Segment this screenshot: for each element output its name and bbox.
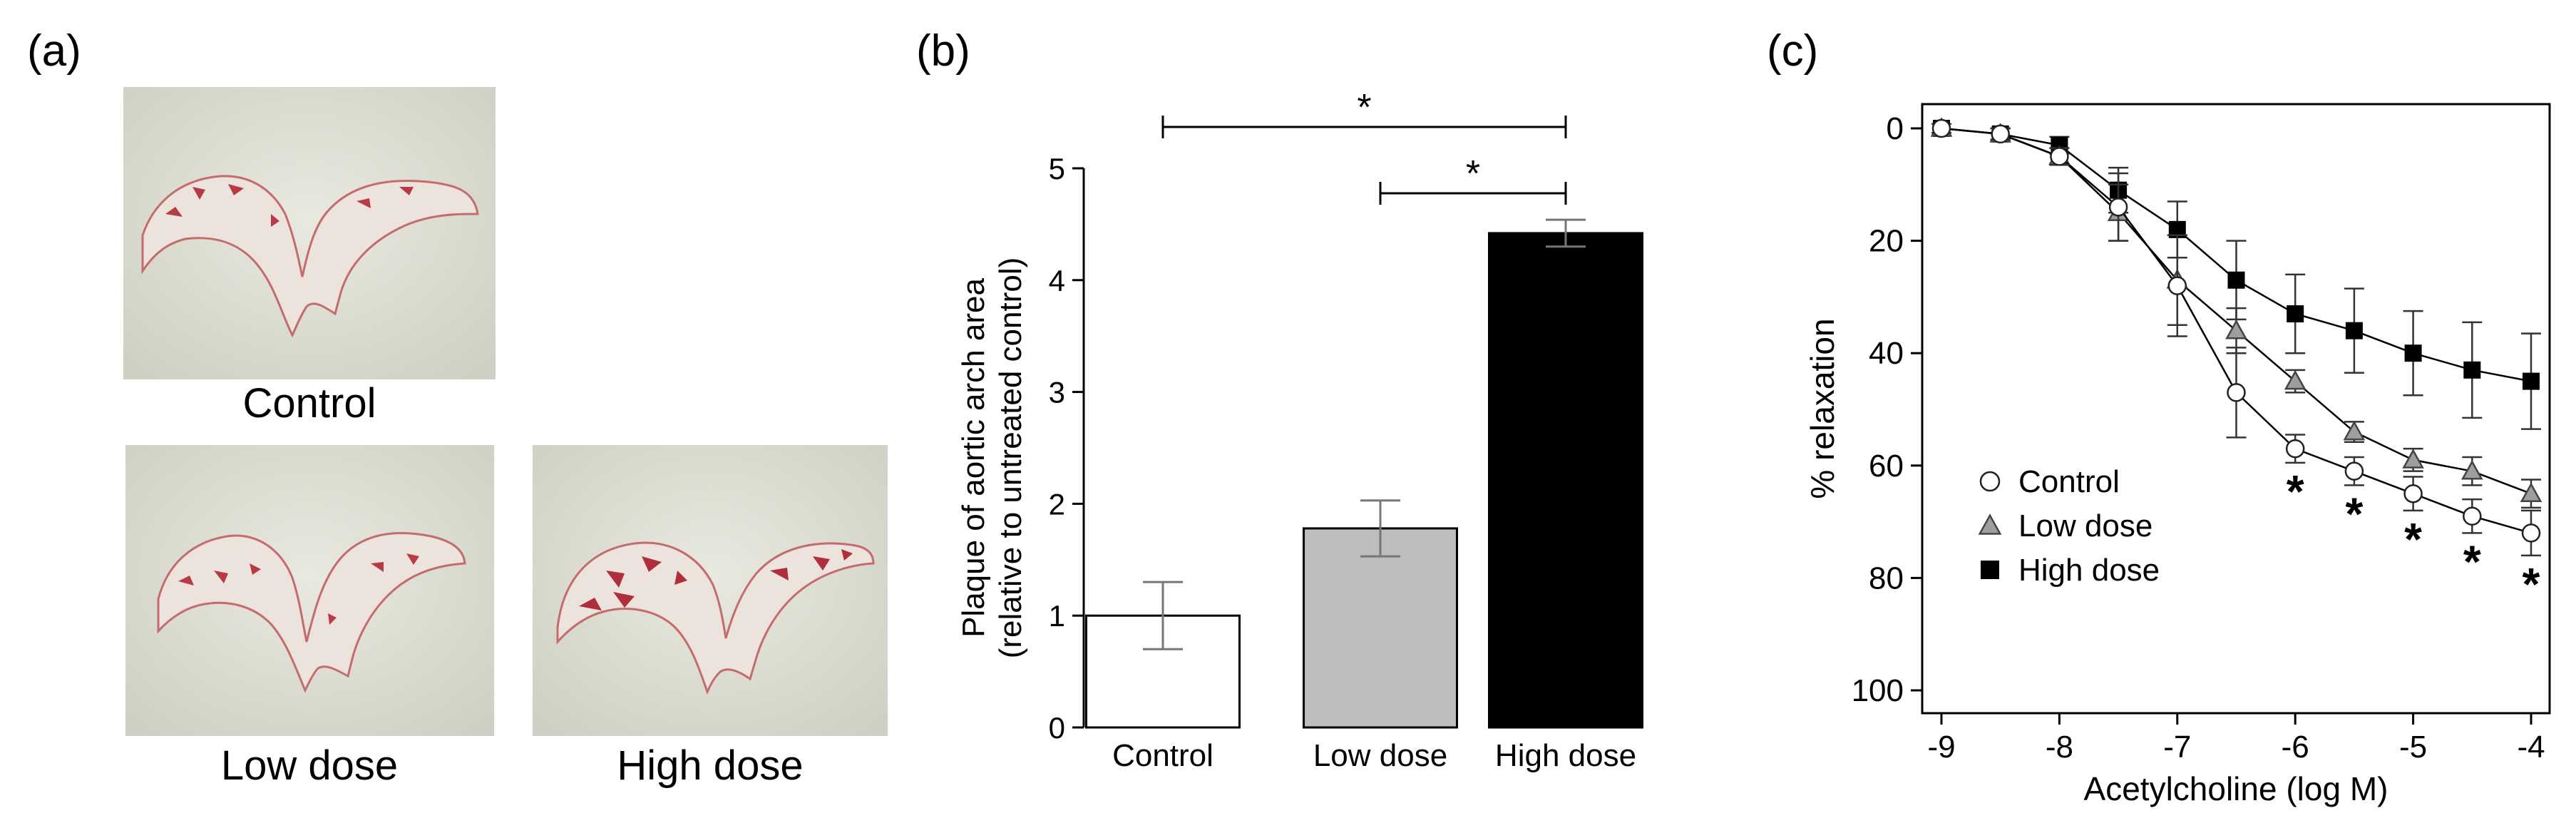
line-chart-axes: 0 20 40 60 80 100 -9 -8 -7 -6 -5 -4	[1852, 111, 2545, 765]
line-chart-y-tick-label: 20	[1869, 224, 1904, 259]
bar-chart-y-tick-label: 5	[1049, 152, 1065, 185]
bar-low-dose	[1303, 527, 1458, 729]
line-chart-y-tick-label: 60	[1869, 449, 1904, 484]
low-dose-photo	[125, 445, 494, 736]
bar-chart-significance: **	[1161, 87, 1567, 205]
legend-label: Low dose	[2018, 508, 2152, 543]
series-point-high-dose	[2345, 322, 2363, 339]
significance-star: *	[1466, 153, 1480, 195]
bar-category-label: Low dose	[1313, 738, 1447, 773]
high-dose-caption: High dose	[617, 742, 803, 789]
line-chart-significance: * * * * *	[2287, 466, 2540, 610]
series-point-control	[1991, 124, 2010, 144]
series-point-high-dose	[2463, 361, 2481, 379]
significance-star: *	[2463, 536, 2481, 587]
panel-a: (a) Control Low dose High dose	[27, 26, 888, 789]
series-point-control	[2167, 276, 2187, 295]
series-point-high-dose	[2287, 305, 2304, 323]
series-point-high-dose	[2227, 271, 2245, 289]
series-point-low-dose	[2343, 420, 2366, 441]
series-point-control	[2521, 523, 2541, 543]
line-chart-x-tick-label: -5	[2399, 730, 2427, 765]
bar-control	[1085, 614, 1241, 729]
legend-marker-low-dose	[1978, 513, 2002, 535]
series-point-low-dose	[2460, 459, 2483, 480]
significance-star: *	[2287, 466, 2304, 517]
significance-star: *	[1357, 87, 1371, 128]
line-chart-x-tick-label: -4	[2517, 730, 2545, 765]
low-dose-caption: Low dose	[221, 742, 398, 789]
line-chart-y-tick-label: 100	[1852, 673, 1904, 708]
line-chart-ylabel: % relaxation	[1804, 318, 1841, 499]
bar-chart-ylabel-line1: Plaque of aortic arch area	[956, 278, 991, 638]
line-chart-x-tick-label: -8	[2046, 730, 2073, 765]
series-point-control	[2227, 383, 2246, 402]
series-point-control	[2108, 198, 2128, 217]
panel-c-label: (c)	[1767, 26, 1818, 76]
series-point-high-dose	[2523, 372, 2540, 390]
bar-chart-bars: Control Low dose High dose	[1085, 218, 1643, 773]
line-chart-y-tick-label: 80	[1869, 561, 1904, 596]
series-point-low-dose	[2520, 482, 2542, 503]
series-low-dose	[1930, 117, 2542, 509]
line-chart-legend: Control Low dose High dose	[1978, 464, 2160, 588]
legend-marker-high-dose	[1981, 561, 1999, 579]
series-point-high-dose	[2404, 344, 2422, 362]
line-chart-x-tick-label: -6	[2282, 730, 2309, 765]
line-chart-y-tick-label: 0	[1887, 111, 1904, 146]
line-chart-y-tick-label: 40	[1869, 336, 1904, 371]
line-chart-series	[1930, 117, 2542, 557]
significance-star: *	[2404, 513, 2422, 565]
series-point-control	[1931, 118, 1951, 138]
bar-category-label: High dose	[1495, 738, 1636, 773]
series-point-control	[2403, 484, 2423, 504]
line-chart-frame	[1921, 103, 2551, 715]
bar-chart-axes: 0 1 2 3 4 5	[1049, 152, 1085, 745]
control-photo	[123, 87, 496, 379]
line-chart-xlabel: Acetylcholine (log M)	[2084, 770, 2388, 807]
bar-chart-y-tick-label: 4	[1049, 264, 1065, 297]
legend-marker-control	[1979, 471, 2001, 492]
bar-chart-y-tick-label: 2	[1049, 487, 1065, 521]
line-chart-x-tick-label: -9	[1927, 730, 1955, 765]
high-dose-photo	[533, 445, 888, 736]
series-point-low-dose	[2225, 319, 2247, 339]
bar-chart-y-tick-label: 0	[1049, 711, 1065, 745]
panel-a-label: (a)	[27, 26, 81, 76]
panel-b-label: (b)	[916, 26, 970, 76]
line-chart-x-tick-label: -7	[2163, 730, 2191, 765]
control-caption: Control	[243, 380, 376, 426]
bar-chart-y-tick-label: 3	[1049, 376, 1065, 409]
panel-c: (c) 0 20 40 60 80 100 -9 -8 -7 -6 -5 -4 * * * * * Contr…	[1767, 26, 2551, 807]
series-point-control	[2285, 439, 2305, 459]
series-point-low-dose	[2402, 449, 2424, 469]
series-control	[1931, 118, 2541, 557]
bar-chart-y-tick-label: 1	[1049, 599, 1065, 633]
bar-high-dose	[1488, 232, 1643, 729]
series-point-control	[2344, 461, 2364, 481]
significance-star: *	[2523, 558, 2540, 610]
legend-label: High dose	[2018, 553, 2160, 588]
bar-chart-ylabel-line2: (relative to untreated control)	[993, 257, 1028, 659]
series-point-control	[2050, 147, 2069, 166]
significance-star: *	[2345, 488, 2363, 539]
series-point-low-dose	[2284, 369, 2306, 390]
series-point-control	[2463, 506, 2482, 526]
bar-category-label: Control	[1112, 738, 1213, 773]
legend-label: Control	[2018, 464, 2120, 499]
